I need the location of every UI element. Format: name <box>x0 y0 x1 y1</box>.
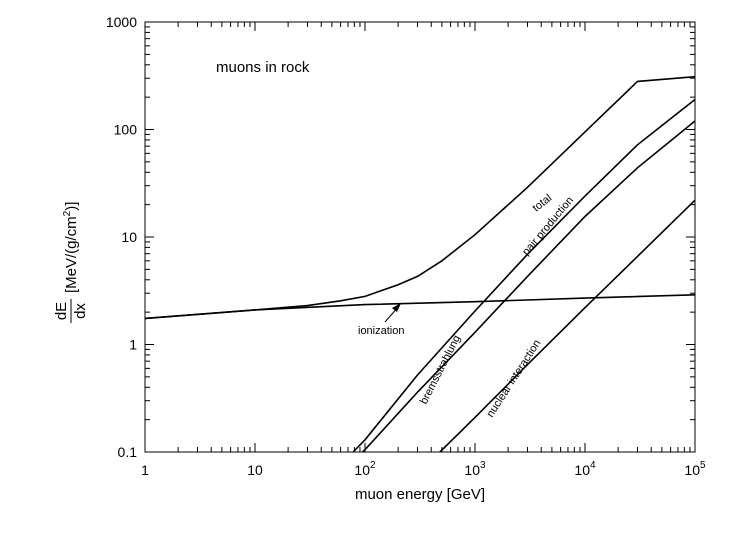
y-tick-label: 1000 <box>106 14 137 30</box>
label-total: total <box>530 192 554 214</box>
y-axis-ticks <box>145 26 695 453</box>
series-bremsstrahlung <box>361 120 696 453</box>
x-tick-label-base: 10 <box>464 462 480 478</box>
series-nuclear-interaction <box>439 199 696 453</box>
y-title-numerator: dE <box>53 302 70 320</box>
y-tick-label: 100 <box>114 122 138 138</box>
x-tick-label-base: 10 <box>574 462 590 478</box>
y-title-denominator: dx <box>72 303 89 319</box>
x-tick-label-exp: 3 <box>480 460 486 471</box>
ionization-arrow <box>384 303 401 323</box>
y-title-units-close: )] <box>63 202 80 211</box>
series-curves <box>144 75 696 453</box>
label-nuclear-interaction: nuclear interaction <box>484 338 543 420</box>
x-axis-tick-labels: 1 10 102 103 104 105 <box>141 460 706 478</box>
y-axis-tick-labels: 0.1 1 10 100 1000 <box>106 14 137 460</box>
plot-frame <box>144 21 696 453</box>
series-total <box>144 75 696 320</box>
x-tick-label-base: 10 <box>684 462 700 478</box>
y-title-units-sup: 2 <box>62 210 73 216</box>
x-tick-label: 103 <box>464 460 486 478</box>
x-tick-label: 10 <box>247 462 263 478</box>
series-ionization <box>144 294 696 320</box>
label-ionization: ionization <box>358 325 404 337</box>
x-tick-label-base: 10 <box>354 462 370 478</box>
x-tick-label-exp: 2 <box>370 460 376 471</box>
x-axis-ticks <box>144 22 691 452</box>
y-title-units-text: [MeV/(g/cm <box>63 216 80 293</box>
x-tick-label-exp: 4 <box>590 460 596 471</box>
y-tick-label: 0.1 <box>118 444 138 460</box>
y-tick-label: 1 <box>129 337 137 353</box>
x-tick-label-exp: 5 <box>700 460 706 471</box>
label-bremsstrahlung: bremsstrahlung <box>418 333 463 406</box>
y-title-units: [MeV/(g/cm2)] <box>62 202 80 293</box>
x-tick-label: 105 <box>684 460 706 478</box>
chart-annotation: muons in rock <box>216 59 310 76</box>
x-tick-label: 1 <box>141 462 149 478</box>
x-tick-label: 104 <box>574 460 596 478</box>
x-axis-title: muon energy [GeV] <box>355 486 485 503</box>
series-pair-production <box>352 98 696 453</box>
y-axis-title: dE dx [MeV/(g/cm2)] <box>53 202 89 323</box>
x-tick-label: 102 <box>354 460 376 478</box>
y-tick-label: 10 <box>121 229 137 245</box>
